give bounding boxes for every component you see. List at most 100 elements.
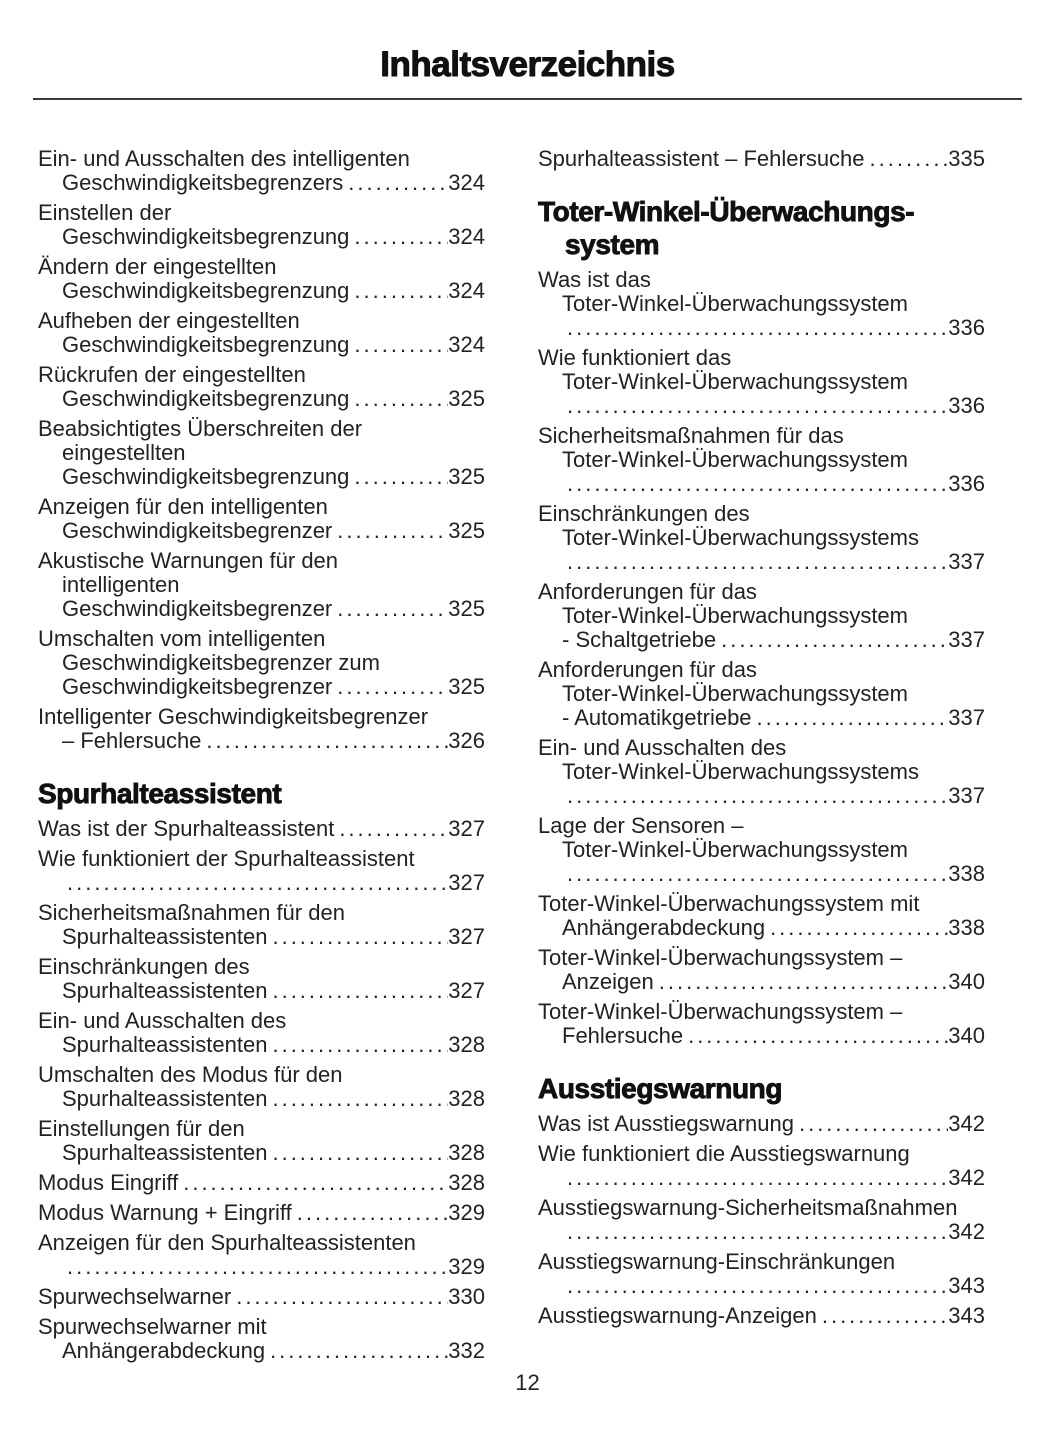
entry-line: Spurwechselwarner mit	[38, 1314, 267, 1339]
entry-text: Fehlersuche	[562, 1023, 684, 1048]
toc-entry: Einstellungen für den Spurhalteassistente…	[38, 1117, 485, 1165]
entry-line: 329	[38, 1255, 485, 1279]
entry-line: 327	[38, 871, 485, 895]
entry-line: Toter-Winkel-Überwachungssystems	[562, 525, 919, 550]
toc-entry: Umschalten des Modus für den Spurhalteass…	[38, 1063, 485, 1111]
entry-text: – Fehlersuche	[62, 728, 202, 753]
entry-line: Geschwindigkeitsbegrenzung 325	[38, 465, 485, 489]
title-rule	[33, 98, 1022, 100]
dot-leader	[337, 597, 448, 621]
toc-entry: Beabsichtigtes Überschreiten der eingeste…	[38, 417, 485, 489]
toc-entry: Ändern der eingestellten Geschwindigkeits…	[38, 255, 485, 303]
entry-line: Toter-Winkel-Überwachungssystem	[562, 837, 908, 862]
page-ref: 337	[948, 549, 985, 574]
footer-page-number: 12	[515, 1370, 540, 1395]
toc-entry: Wie funktioniert der Spurhalteassistent 3…	[38, 847, 485, 895]
dot-leader	[757, 706, 949, 730]
entry-line: Toter-Winkel-Überwachungssystem –	[538, 945, 903, 970]
entry-line: Spurhalteassistenten 328	[38, 1087, 485, 1111]
entry-text: Modus Eingriff	[38, 1170, 179, 1195]
entry-line: Ausstiegswarnung-Sicherheitsmaßnahmen	[538, 1195, 958, 1220]
entry-line: Ein- und Ausschalten des	[538, 735, 787, 760]
entry-line: Einschränkungen des	[538, 501, 750, 526]
toc-entry: Ein- und Ausschalten des Toter-Winkel-Übe…	[538, 736, 985, 808]
dot-leader	[354, 279, 448, 303]
entry-text: Spurhalteassistent – Fehlersuche	[538, 146, 865, 171]
dot-leader	[688, 1024, 948, 1048]
page-ref: 342	[948, 1111, 985, 1136]
entry-line: Sicherheitsmaßnahmen für das	[538, 423, 844, 448]
entry-text: Anhängerabdeckung	[562, 915, 766, 940]
dot-leader	[206, 729, 448, 753]
dot-leader	[297, 1201, 449, 1225]
entry-line: Modus Warnung + Eingriff 329	[38, 1201, 485, 1225]
toc-entry: Spurwechselwarner 330	[38, 1285, 485, 1309]
entry-line: Einschränkungen des	[38, 954, 250, 979]
entry-line: Spurhalteassistenten 327	[38, 979, 485, 1003]
toc-entry: Was ist das Toter-Winkel-Überwachungssyst…	[538, 268, 985, 340]
entry-line: Ein- und Ausschalten des	[38, 1008, 287, 1033]
page-ref: 337	[948, 627, 985, 652]
entry-line: intelligenten	[62, 572, 180, 597]
dot-leader	[236, 1285, 448, 1309]
toc-entry: Toter-Winkel-Überwachungssystem – Anzeige…	[538, 946, 985, 994]
page-ref: 337	[948, 783, 985, 808]
dot-leader	[721, 628, 948, 652]
toc-entry: Ausstiegswarnung-Einschränkungen 343	[538, 1250, 985, 1298]
entry-line: Toter-Winkel-Überwachungssystem	[562, 291, 908, 316]
entry-line: Spurhalteassistenten 327	[38, 925, 485, 949]
toc-entry: Was ist Ausstiegswarnung 342	[538, 1112, 985, 1136]
page-ref: 336	[948, 315, 985, 340]
entry-line: – Fehlersuche 326	[38, 729, 485, 753]
entry-text: Geschwindigkeitsbegrenzung	[62, 224, 350, 249]
entry-line: Umschalten des Modus für den	[38, 1062, 343, 1087]
toc-entry: Lage der Sensoren – Toter-Winkel-Überwach…	[538, 814, 985, 886]
toc-entry: Toter-Winkel-Überwachungssystem mit Anhän…	[538, 892, 985, 940]
heading-line: Ausstiegswarnung	[538, 1073, 783, 1105]
toc-entry: Ein- und Ausschalten des Spurhalteassiste…	[38, 1009, 485, 1057]
page-ref: 328	[448, 1170, 485, 1195]
toc-entry: Spurhalteassistent – Fehlersuche 335	[538, 147, 985, 171]
dot-leader	[337, 675, 448, 699]
toc-entry: Intelligenter Geschwindigkeitsbegrenzer –…	[38, 705, 485, 753]
heading-line: Toter-Winkel-Überwachungs-	[538, 196, 915, 228]
section-heading: Ausstiegswarnung	[538, 1072, 985, 1105]
dot-leader	[567, 316, 948, 340]
toc-entry: Einschränkungen des Toter-Winkel-Überwach…	[538, 502, 985, 574]
page-ref: 328	[448, 1140, 485, 1165]
entry-line: Anforderungen für das	[538, 657, 757, 682]
entry-line: 342	[538, 1220, 985, 1244]
dot-leader	[354, 387, 448, 411]
dot-leader	[339, 817, 448, 841]
entry-line: Toter-Winkel-Überwachungssystem	[562, 603, 908, 628]
page-ref: 327	[448, 924, 485, 949]
entry-line: Was ist das	[538, 267, 651, 292]
entry-text: Geschwindigkeitsbegrenzung	[62, 464, 350, 489]
entry-text: Geschwindigkeitsbegrenzer	[62, 596, 333, 621]
dot-leader	[348, 171, 448, 195]
entry-line: 338	[538, 862, 985, 886]
entry-text: Anzeigen	[562, 969, 654, 994]
entry-text: Geschwindigkeitsbegrenzer	[62, 674, 333, 699]
dot-leader	[659, 970, 949, 994]
page-ref: 335	[948, 146, 985, 171]
dot-leader	[67, 871, 448, 895]
entry-text: Geschwindigkeitsbegrenzung	[62, 386, 350, 411]
entry-line: Geschwindigkeitsbegrenzer 325	[38, 597, 485, 621]
page-ref: 328	[448, 1032, 485, 1057]
toc-entry: Anzeigen für den intelligenten Geschwindi…	[38, 495, 485, 543]
toc-entry: Ein- und Ausschalten des intelligenten Ge…	[38, 147, 485, 195]
entry-line: Was ist der Spurhalteassistent 327	[38, 817, 485, 841]
toc-entry: Modus Eingriff 328	[38, 1171, 485, 1195]
entry-line: Geschwindigkeitsbegrenzers 324	[38, 171, 485, 195]
toc-entry: Sicherheitsmaßnahmen für den Spurhalteass…	[38, 901, 485, 949]
entry-text: Spurhalteassistenten	[62, 924, 268, 949]
dot-leader	[567, 550, 948, 574]
entry-line: - Automatikgetriebe 337	[538, 706, 985, 730]
entry-text: Spurwechselwarner	[38, 1284, 232, 1309]
entry-line: 336	[538, 472, 985, 496]
entry-text: Spurhalteassistenten	[62, 1140, 268, 1165]
